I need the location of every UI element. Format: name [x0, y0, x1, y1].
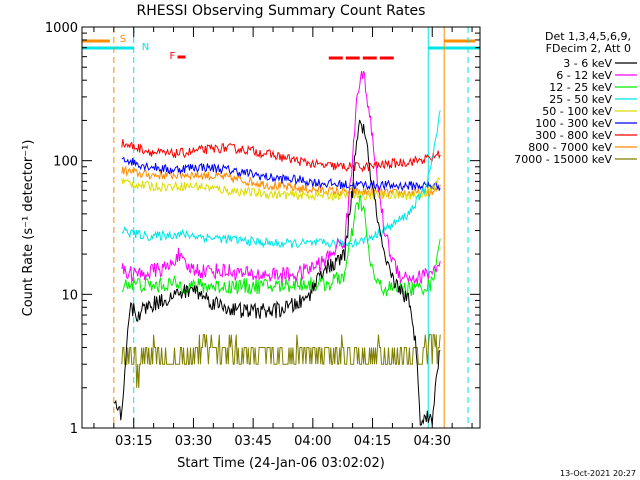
y-tick-label: 10 — [61, 288, 78, 303]
series-line-50-100-kev — [121, 176, 441, 202]
flag-label-s: S — [120, 34, 126, 45]
y-axis-label: Count Rate (s⁻¹ detector⁻¹) — [21, 140, 36, 317]
x-tick-label: 03:15 — [115, 434, 152, 449]
series-line-300-800-kev — [121, 139, 441, 173]
flag-label-f: F — [170, 51, 176, 62]
legend-label: 3 - 6 keV — [563, 57, 612, 70]
legend-label: 300 - 800 keV — [535, 129, 612, 142]
series-line-7000-15000-kev — [121, 334, 441, 388]
series-line-3-6-kev — [113, 119, 441, 426]
legend: Det 1,3,4,5,6,9,FDecim 2, Att 0 3 - 6 keV… — [514, 30, 637, 166]
x-axis-label: Start Time (24-Jan-06 03:02:02) — [177, 456, 385, 471]
legend-label: 50 - 100 keV — [542, 105, 612, 118]
chart-title: RHESSI Observing Summary Count Rates — [137, 3, 426, 19]
series-line-12-25-kev — [121, 194, 441, 298]
series-line-100-300-kev — [121, 156, 441, 192]
series-line-25-50-kev — [121, 110, 441, 250]
plot-area: S N F — [82, 27, 480, 428]
y-tick-label: 1000 — [45, 21, 78, 36]
plot-frame — [81, 26, 481, 429]
x-tick-label: 04:15 — [354, 434, 391, 449]
legend-label: 100 - 300 keV — [535, 117, 612, 130]
legend-label: 7000 - 15000 keV — [514, 153, 612, 166]
x-tick-label: 03:45 — [234, 434, 271, 449]
x-tick-label: 04:30 — [414, 434, 451, 449]
legend-header: Det 1,3,4,5,6,9, — [545, 30, 631, 43]
axes: 1 10 100 1000 03:15 03:30 03:45 04:00 04:15 04:30 — [45, 21, 481, 449]
series-line-800-7000-kev — [121, 165, 441, 199]
x-tick-label: 04:00 — [294, 434, 331, 449]
legend-label: 25 - 50 keV — [549, 93, 612, 106]
legend-header: FDecim 2, Att 0 — [546, 42, 631, 55]
legend-label: 12 - 25 keV — [549, 81, 612, 94]
series-line-6-12-kev — [121, 70, 441, 284]
footer-date: 13-Oct-2021 20:27 — [560, 469, 636, 478]
y-tick-label: 100 — [53, 155, 78, 170]
legend-label: 6 - 12 keV — [556, 69, 612, 82]
flag-label-n: N — [142, 42, 149, 53]
legend-label: 800 - 7000 keV — [528, 141, 612, 154]
x-tick-label: 03:30 — [175, 434, 212, 449]
y-tick-label: 1 — [70, 422, 78, 437]
